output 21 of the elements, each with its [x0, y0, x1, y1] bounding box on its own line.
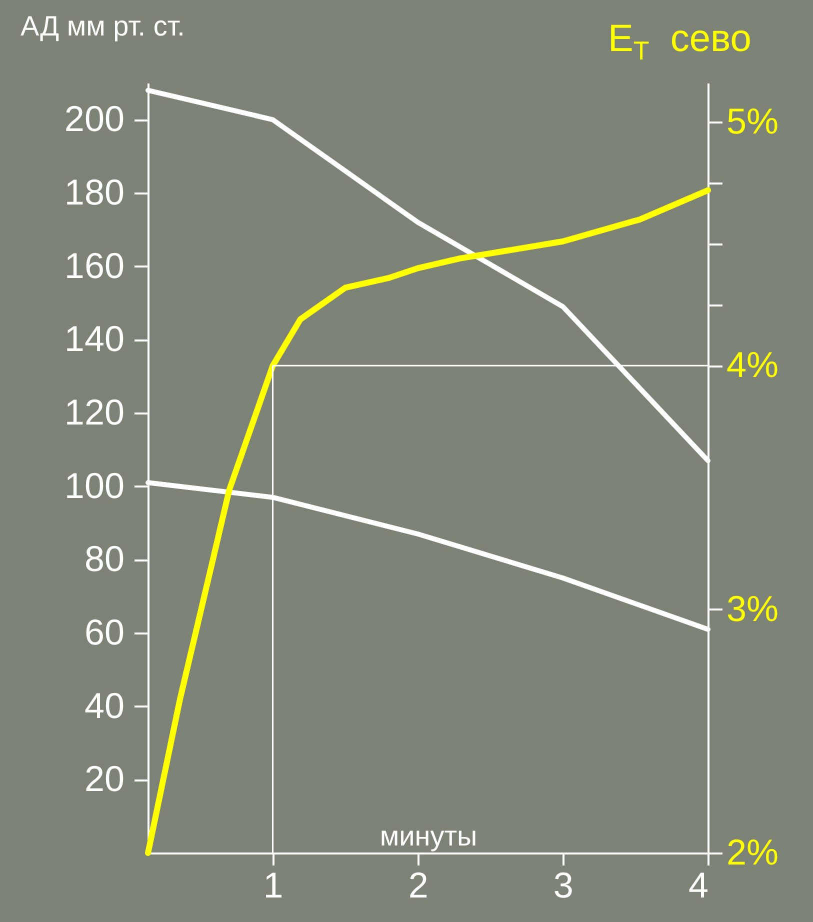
y2-tick-label: 3% [726, 588, 779, 629]
x-tick-label: 2 [408, 864, 428, 906]
y2-axis-title: E$_{T}$ сево [608, 18, 752, 67]
y2-tick-label: 2% [726, 832, 779, 872]
y-tick-label: 180 [64, 172, 124, 212]
y2-tick-label: 5% [726, 100, 779, 142]
x-tick-label: 4 [688, 864, 708, 906]
y-tick-label: 80 [84, 538, 124, 580]
x-tick-label: 1 [263, 864, 284, 906]
y-tick-label: 100 [64, 464, 124, 506]
y-axis-title: АД мм рт. ст. [20, 10, 185, 42]
x-tick-label: 3 [553, 864, 574, 906]
y-tick-label: 120 [64, 392, 124, 432]
y2-tick-label: 4% [726, 344, 779, 386]
y-tick-label: 40 [84, 684, 124, 726]
y-tick-label: 60 [84, 612, 124, 652]
y-tick-label: 140 [64, 318, 124, 360]
x-axis-title: минуты [380, 820, 478, 852]
y-tick-label: 20 [84, 758, 124, 800]
y-tick-label: 160 [64, 244, 124, 286]
y-tick-label: 200 [64, 98, 124, 140]
